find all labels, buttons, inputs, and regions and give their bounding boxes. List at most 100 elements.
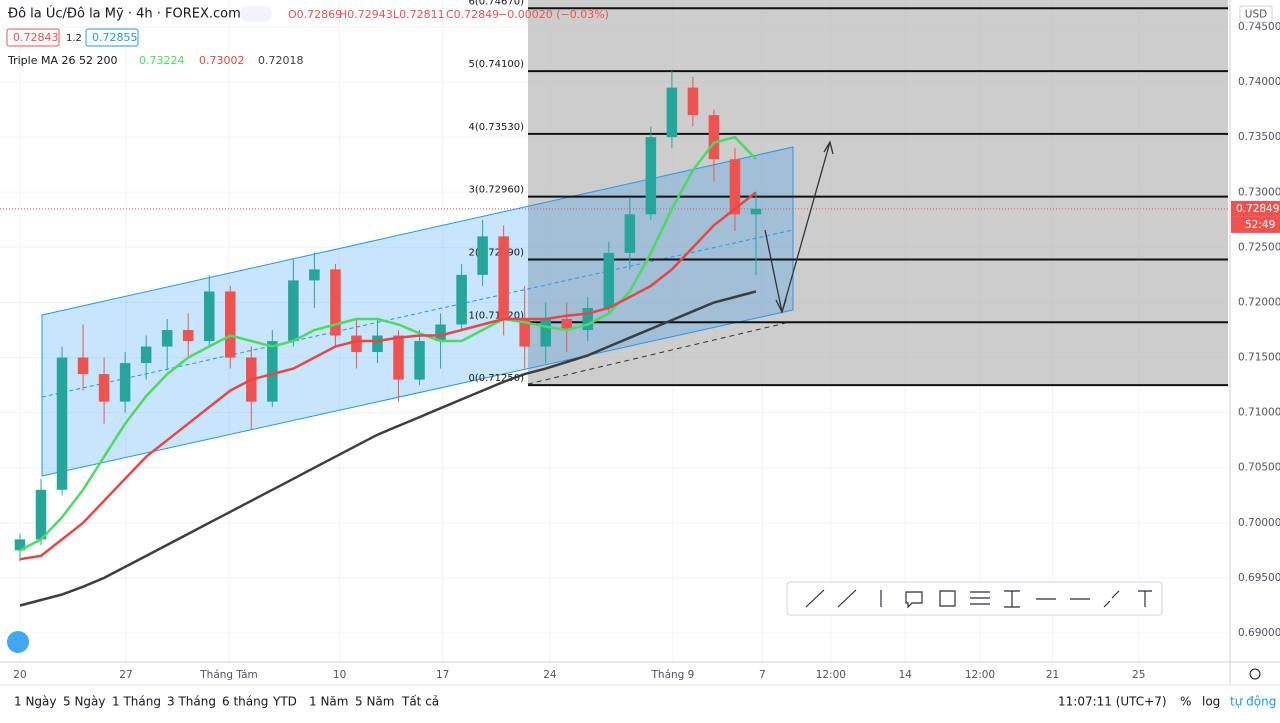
range-button[interactable]: 5 Ngày <box>63 695 106 709</box>
moving-average <box>19 290 757 607</box>
candle-body <box>203 291 215 342</box>
candle-body <box>330 269 341 336</box>
y-tick-label: 0.74000 <box>1238 76 1280 88</box>
range-button[interactable]: 3 Tháng <box>167 695 216 709</box>
scale-option[interactable]: log <box>1202 695 1220 709</box>
candle-body <box>351 335 362 353</box>
candle-body <box>77 357 89 375</box>
scale-option[interactable]: tự động <box>1230 695 1276 709</box>
bid-box[interactable] <box>6 28 60 47</box>
channel-midline <box>41 229 794 398</box>
trend-channel <box>41 146 794 477</box>
indicator-name: Triple MA 26 52 200 <box>7 54 117 67</box>
x-tick-label: 25 <box>1132 669 1145 681</box>
spread: 1.2 <box>66 33 82 44</box>
candle-body <box>645 137 657 215</box>
ohlc-value: H0.72943 <box>339 8 393 21</box>
range-button[interactable]: 6 tháng <box>222 695 268 709</box>
currency: USD <box>1245 9 1267 21</box>
candle-body <box>161 330 173 347</box>
candle-body <box>182 330 194 342</box>
logo-button[interactable] <box>7 631 29 653</box>
candle-body <box>225 291 236 358</box>
y-tick-label: 0.69500 <box>1238 572 1280 584</box>
range-button[interactable]: 5 Năm <box>355 695 394 709</box>
candle-body <box>708 115 720 160</box>
fib-label: 5(0.74100) <box>468 59 524 70</box>
indicator-value: 0.73002 <box>199 54 245 67</box>
clock: 11:07:11 (UTC+7) <box>1058 695 1167 709</box>
candle-body <box>98 374 110 402</box>
fib-label: 4(0.73530) <box>468 122 524 133</box>
candle-body <box>477 236 488 275</box>
candle-body <box>582 307 594 331</box>
arrow-head <box>775 140 834 314</box>
candle-body <box>309 269 320 281</box>
x-tick-label: 20 <box>13 669 26 681</box>
ohlc-value: C0.72849 <box>446 8 499 21</box>
range-button[interactable]: 1 Tháng <box>112 695 161 709</box>
candle-body <box>624 214 636 253</box>
bid-price: 0.72843 <box>13 31 59 44</box>
tool-icons[interactable] <box>805 589 1152 609</box>
y-tick-label: 0.72000 <box>1238 296 1280 308</box>
y-tick-label: 0.71500 <box>1238 352 1280 364</box>
x-tick-label: 10 <box>333 669 346 681</box>
indicator-value: 0.73224 <box>139 54 185 67</box>
range-button[interactable]: 1 Năm <box>309 695 348 709</box>
y-tick-label: 0.70500 <box>1238 462 1280 474</box>
y-tick-label: 0.70000 <box>1238 517 1280 529</box>
candle-body <box>540 318 551 347</box>
symbol-title: Đô la Úc/Đô la Mỹ · 4h · FOREX.com <box>8 6 241 22</box>
y-tick-label: 0.69000 <box>1238 627 1280 639</box>
range-button[interactable]: 1 Ngày <box>14 695 57 709</box>
candle-body <box>750 208 762 215</box>
scale-option[interactable]: % <box>1180 695 1191 709</box>
range-button[interactable]: Tất cả <box>401 695 439 709</box>
x-tick-label: 27 <box>119 669 132 681</box>
fib-label: 3(0.72960) <box>468 185 524 196</box>
price-change: −0.00020 (−0.03%) <box>498 8 609 21</box>
currency-box <box>1239 5 1273 23</box>
drawing-toolbar <box>786 581 1163 616</box>
ohlc-value: L0.72811 <box>393 8 445 21</box>
last-price-label: 0.72849 <box>1236 203 1279 215</box>
x-tick-label: 21 <box>1046 669 1059 681</box>
fib-label: 6(0.74670) <box>468 0 524 7</box>
fib-label: 2(0.72390) <box>468 247 524 258</box>
ask-price: 0.72855 <box>92 31 138 44</box>
candle-body <box>456 274 467 325</box>
ohlc-value: O0.72869 <box>288 8 342 21</box>
candle-body <box>603 252 615 308</box>
fib-zone <box>528 0 1228 385</box>
candle-body <box>119 363 131 402</box>
x-tick-label: 14 <box>899 669 913 681</box>
x-tick-label: 24 <box>543 669 557 681</box>
candle-body <box>140 346 152 364</box>
candle-body <box>498 236 509 319</box>
last-price-box <box>1231 200 1280 217</box>
x-tick-label: Tháng Tám <box>199 669 258 681</box>
candle-body <box>267 341 278 402</box>
settings-icon[interactable] <box>1249 668 1261 680</box>
candle-body <box>414 341 425 380</box>
ask-box[interactable] <box>85 28 139 47</box>
compare-toggle[interactable] <box>240 6 272 22</box>
y-tick-label: 0.73000 <box>1238 186 1280 198</box>
countdown-box <box>1231 216 1280 233</box>
candle-body <box>561 318 572 331</box>
candle-body <box>666 87 678 138</box>
x-tick-label: 17 <box>436 669 449 681</box>
candle-body <box>56 357 68 490</box>
y-tick-label: 0.71000 <box>1238 407 1280 419</box>
range-button[interactable]: YTD <box>272 695 297 709</box>
fib-label: 0(0.71250) <box>468 373 524 384</box>
x-tick-label: 7 <box>759 669 766 681</box>
candle-body <box>729 159 741 215</box>
candle-body <box>372 335 383 353</box>
countdown: 52:49 <box>1245 219 1275 231</box>
y-tick-label: 0.74500 <box>1238 21 1280 33</box>
candle-body <box>519 318 530 347</box>
y-tick-label: 0.72500 <box>1238 241 1280 253</box>
